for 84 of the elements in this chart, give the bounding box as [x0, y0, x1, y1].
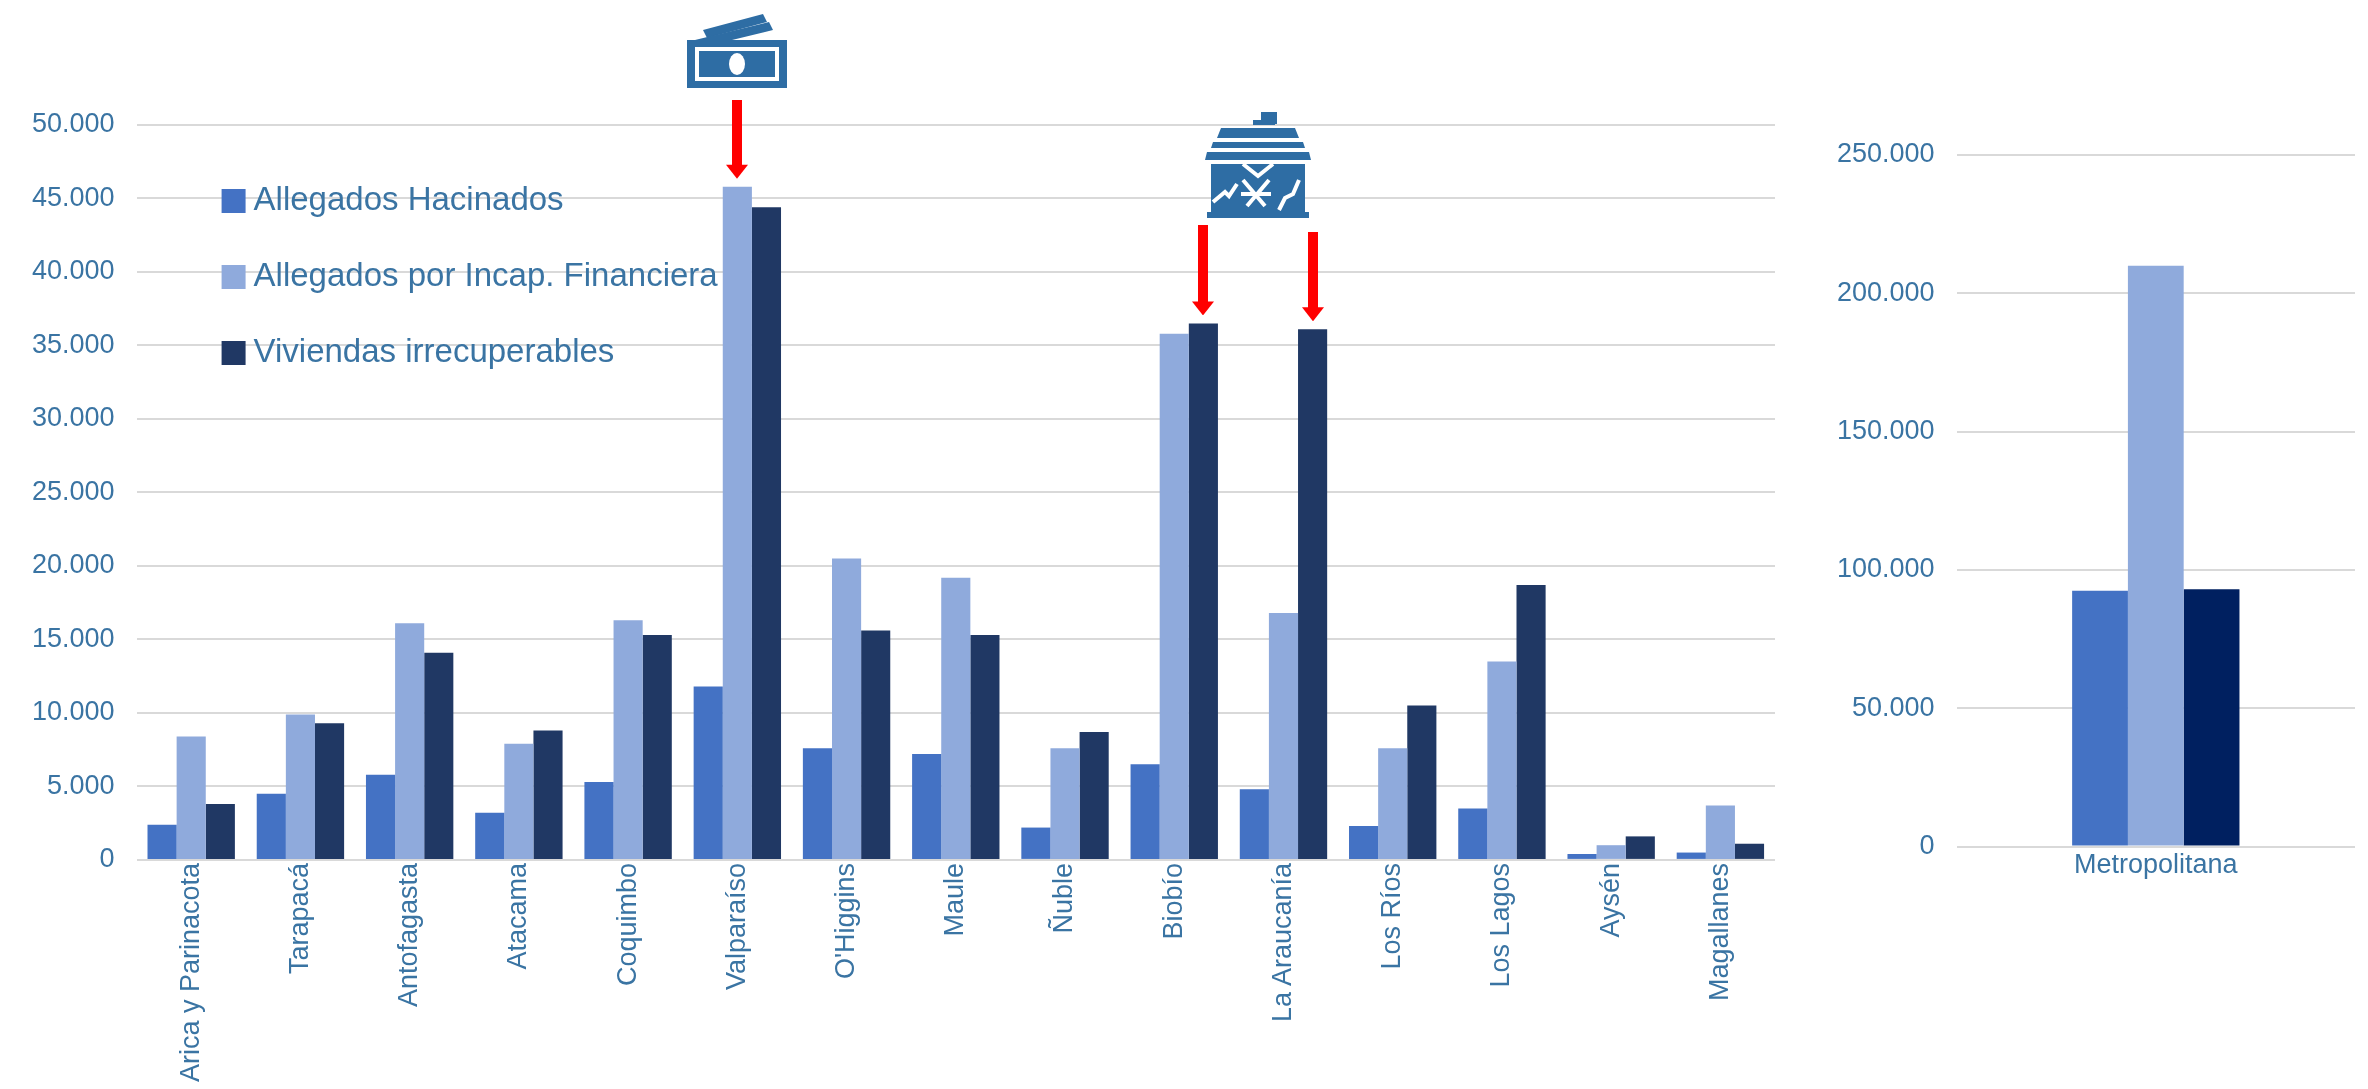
- bar: [941, 577, 971, 859]
- x-tick-label: O'Higgins: [830, 862, 861, 980]
- bar: [2072, 590, 2128, 846]
- x-tick-label: Metropolitana: [2073, 849, 2239, 880]
- y-tick-label: 20.000: [31, 549, 115, 580]
- bar: [1487, 661, 1517, 859]
- bar: [584, 782, 614, 859]
- y-tick-label: 0: [1919, 830, 1935, 861]
- y-tick-label: 250.000: [1836, 138, 1935, 169]
- y-tick-label: 200.000: [1836, 276, 1935, 307]
- x-tick-label: La Araucanía: [1266, 861, 1297, 1023]
- x-tick-label: Magallanes: [1703, 862, 1734, 1001]
- bar: [1298, 329, 1328, 859]
- x-tick-label: Tarapacá: [283, 861, 314, 974]
- bar: [147, 824, 177, 859]
- bar: [832, 558, 862, 859]
- x-tick-label: Maule: [939, 862, 970, 937]
- y-tick-label: 100.000: [1836, 553, 1935, 584]
- y-tick-label: 150.000: [1836, 415, 1935, 446]
- bar: [533, 730, 563, 859]
- y-tick-label: 5.000: [47, 769, 115, 800]
- y-tick-label: 30.000: [31, 402, 115, 433]
- x-tick-label: Arica y Parinacota: [174, 861, 205, 1083]
- legend-label: Allegados Hacinados: [253, 180, 564, 218]
- bar: [1596, 845, 1626, 859]
- bar: [2127, 265, 2184, 846]
- bar: [802, 748, 832, 859]
- bar: [861, 630, 891, 859]
- legend-label: Viviendas irrecuperables: [253, 332, 615, 370]
- x-tick-label: Antofagasta: [393, 861, 424, 1008]
- bar: [1079, 732, 1109, 859]
- bar: [1159, 333, 1189, 859]
- bar: [912, 754, 942, 859]
- bar: [970, 635, 1000, 859]
- bar: [176, 736, 206, 859]
- bar: [751, 207, 782, 859]
- bar: [1734, 843, 1765, 859]
- bar: [365, 774, 396, 859]
- y-tick-label: 10.000: [31, 696, 115, 727]
- y-tick-label: 15.000: [31, 622, 115, 653]
- x-tick-label: Coquimbo: [611, 862, 642, 986]
- y-tick-label: 50.000: [31, 108, 115, 139]
- bar: [1130, 764, 1160, 859]
- bar: [2183, 589, 2240, 846]
- bar: [1021, 827, 1051, 859]
- bar: [1239, 789, 1269, 859]
- bar: [395, 623, 425, 859]
- bar: [1268, 612, 1299, 859]
- bar: [1625, 836, 1655, 859]
- bar: [1378, 748, 1408, 859]
- x-tick-label: Los Ríos: [1376, 862, 1407, 970]
- bar: [475, 812, 505, 859]
- bar: [1705, 805, 1735, 859]
- bar: [424, 652, 454, 859]
- x-tick-label: Ñuble: [1047, 862, 1079, 934]
- bar: [285, 714, 315, 859]
- legend-label: Allegados por Incap. Financiera: [253, 256, 719, 294]
- bar: [693, 686, 723, 859]
- bar: [722, 186, 752, 859]
- bar: [314, 723, 345, 859]
- x-tick-label: Biobío: [1157, 862, 1188, 940]
- bar: [1050, 748, 1080, 859]
- bar: [1349, 826, 1379, 859]
- y-tick-label: 25.000: [31, 475, 115, 506]
- bar: [205, 804, 235, 859]
- bar: [1407, 705, 1437, 859]
- y-tick-label: 40.000: [31, 255, 115, 286]
- y-tick-label: 0: [99, 843, 115, 874]
- bar: [504, 743, 534, 859]
- bar: [642, 635, 672, 859]
- bar: [256, 793, 286, 859]
- bar: [1567, 854, 1597, 859]
- bar: [613, 620, 643, 859]
- x-tick-label: Atacama: [502, 861, 533, 970]
- y-tick-label: 35.000: [31, 328, 115, 359]
- y-tick-label: 45.000: [31, 181, 115, 212]
- x-tick-label: Los Lagos: [1485, 862, 1516, 988]
- bar: [1458, 808, 1488, 859]
- y-tick-label: 50.000: [1852, 691, 1935, 722]
- bar: [1188, 323, 1218, 859]
- x-tick-label: Aysén: [1594, 862, 1625, 938]
- bar: [1676, 852, 1706, 859]
- x-tick-label: Valparaíso: [720, 862, 751, 990]
- bar: [1516, 585, 1546, 859]
